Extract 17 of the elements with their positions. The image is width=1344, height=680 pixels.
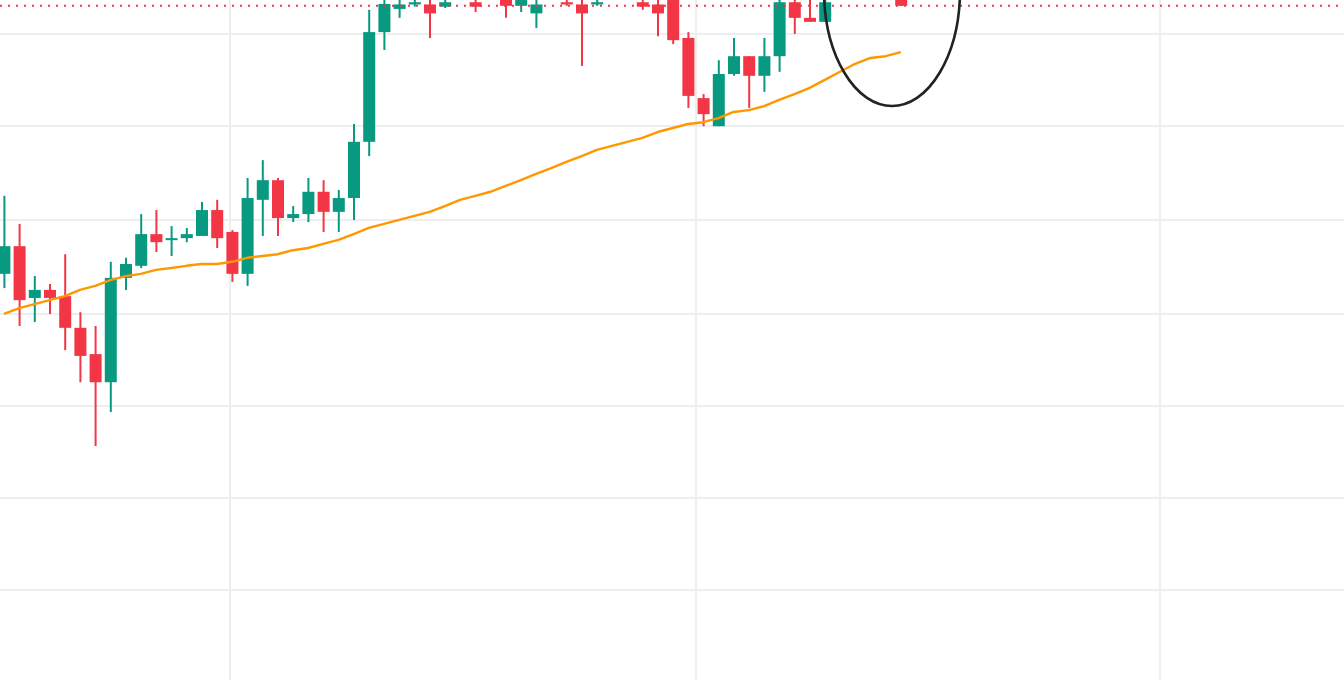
candlestick	[272, 176, 284, 237]
candlestick	[317, 179, 330, 233]
candlestick	[758, 36, 771, 93]
candlestick	[44, 283, 56, 315]
candlestick	[302, 176, 315, 224]
candlestick	[743, 55, 756, 109]
candlestick	[378, 0, 391, 51]
candlestick	[165, 225, 178, 257]
candlestick	[28, 275, 41, 324]
candlestick	[0, 194, 11, 290]
candlestick	[59, 253, 72, 352]
candlestick	[728, 36, 740, 77]
candlestick	[74, 311, 87, 384]
candlestick	[697, 93, 710, 128]
candlestick	[150, 209, 163, 253]
candlestick	[332, 189, 345, 233]
candlestick	[89, 325, 102, 447]
